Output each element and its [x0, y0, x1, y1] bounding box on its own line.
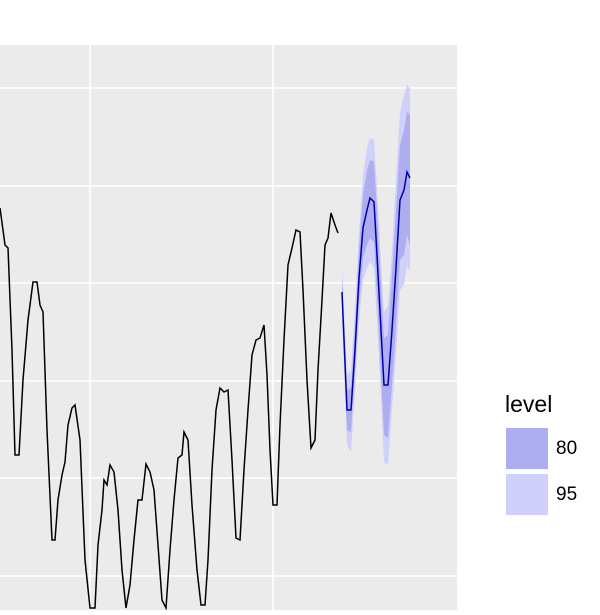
- legend-label: 95: [556, 484, 577, 505]
- legend-key: [506, 474, 548, 515]
- series-line: [0, 207, 339, 611]
- legend-label: 80: [556, 438, 577, 459]
- interval-band: [342, 112, 410, 438]
- legend-key: [506, 428, 548, 469]
- legend-title: level: [505, 391, 552, 417]
- series-line: [341, 169, 411, 411]
